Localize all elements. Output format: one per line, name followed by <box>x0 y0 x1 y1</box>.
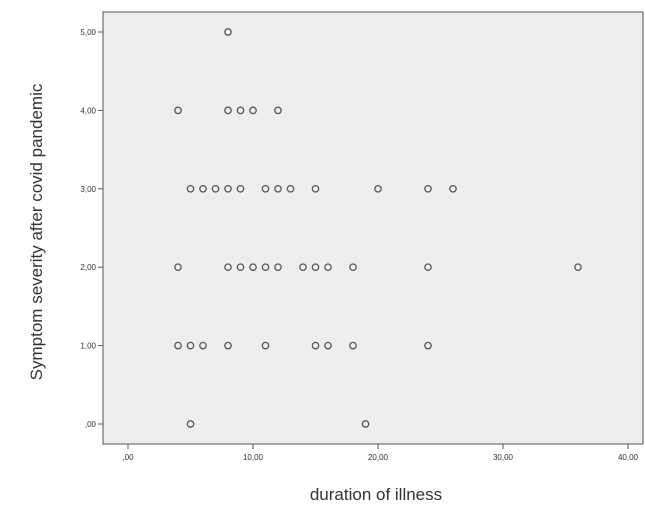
data-point <box>174 106 182 115</box>
y-axis-title: Symptom severity after covid pandemic <box>27 83 46 380</box>
data-point <box>361 420 370 428</box>
x-tick-label: 20,00 <box>368 453 389 462</box>
data-point <box>186 184 195 193</box>
x-tick-label: 10,00 <box>243 453 264 462</box>
x-tick-label: 40,00 <box>618 453 639 462</box>
data-point <box>574 263 582 272</box>
data-point <box>199 184 207 193</box>
data-point <box>236 263 245 272</box>
data-point <box>186 420 195 428</box>
data-point <box>224 106 232 115</box>
x-axis-ticks: ,00 10,00 20,00 30,00 40,00 <box>122 444 639 462</box>
data-point <box>299 263 307 272</box>
data-point <box>424 341 432 350</box>
data-point <box>311 341 320 350</box>
data-point <box>349 341 357 350</box>
data-point <box>211 184 220 193</box>
x-tick-label: 30,00 <box>493 453 514 462</box>
y-tick-label: 4,00 <box>80 106 96 115</box>
data-point <box>186 341 195 350</box>
plot-area <box>102 11 644 445</box>
data-point <box>261 263 270 272</box>
data-point <box>236 106 245 115</box>
x-axis-title: duration of illness <box>310 485 442 504</box>
y-tick-label: ,00 <box>85 420 97 429</box>
data-point <box>374 184 382 193</box>
data-point <box>174 263 182 272</box>
data-point <box>449 184 457 193</box>
data-point <box>199 341 207 350</box>
y-tick-label: 1,00 <box>80 342 96 351</box>
data-point <box>324 263 332 272</box>
data-point <box>249 263 257 272</box>
data-point <box>224 184 232 193</box>
data-point <box>424 184 432 193</box>
data-point <box>424 263 432 272</box>
data-point <box>236 184 245 193</box>
data-point <box>311 263 320 272</box>
data-point <box>324 341 332 350</box>
data-point <box>224 263 232 272</box>
data-point <box>224 341 232 350</box>
data-point <box>174 341 182 350</box>
data-point <box>261 341 270 350</box>
data-point <box>349 263 357 272</box>
data-point <box>261 184 270 193</box>
x-tick-label: ,00 <box>122 453 134 462</box>
data-point <box>274 106 282 115</box>
data-points <box>174 28 582 428</box>
data-point <box>249 106 257 115</box>
y-tick-label: 2,00 <box>80 263 96 272</box>
data-point <box>274 263 282 272</box>
y-axis-ticks: ,00 1,00 2,00 3,00 4,00 5,00 <box>80 28 103 429</box>
y-tick-label: 5,00 <box>80 28 96 37</box>
data-point <box>286 184 295 193</box>
data-point <box>274 184 282 193</box>
y-tick-label: 3,00 <box>80 185 96 194</box>
data-point <box>224 28 232 36</box>
data-point <box>311 184 320 193</box>
